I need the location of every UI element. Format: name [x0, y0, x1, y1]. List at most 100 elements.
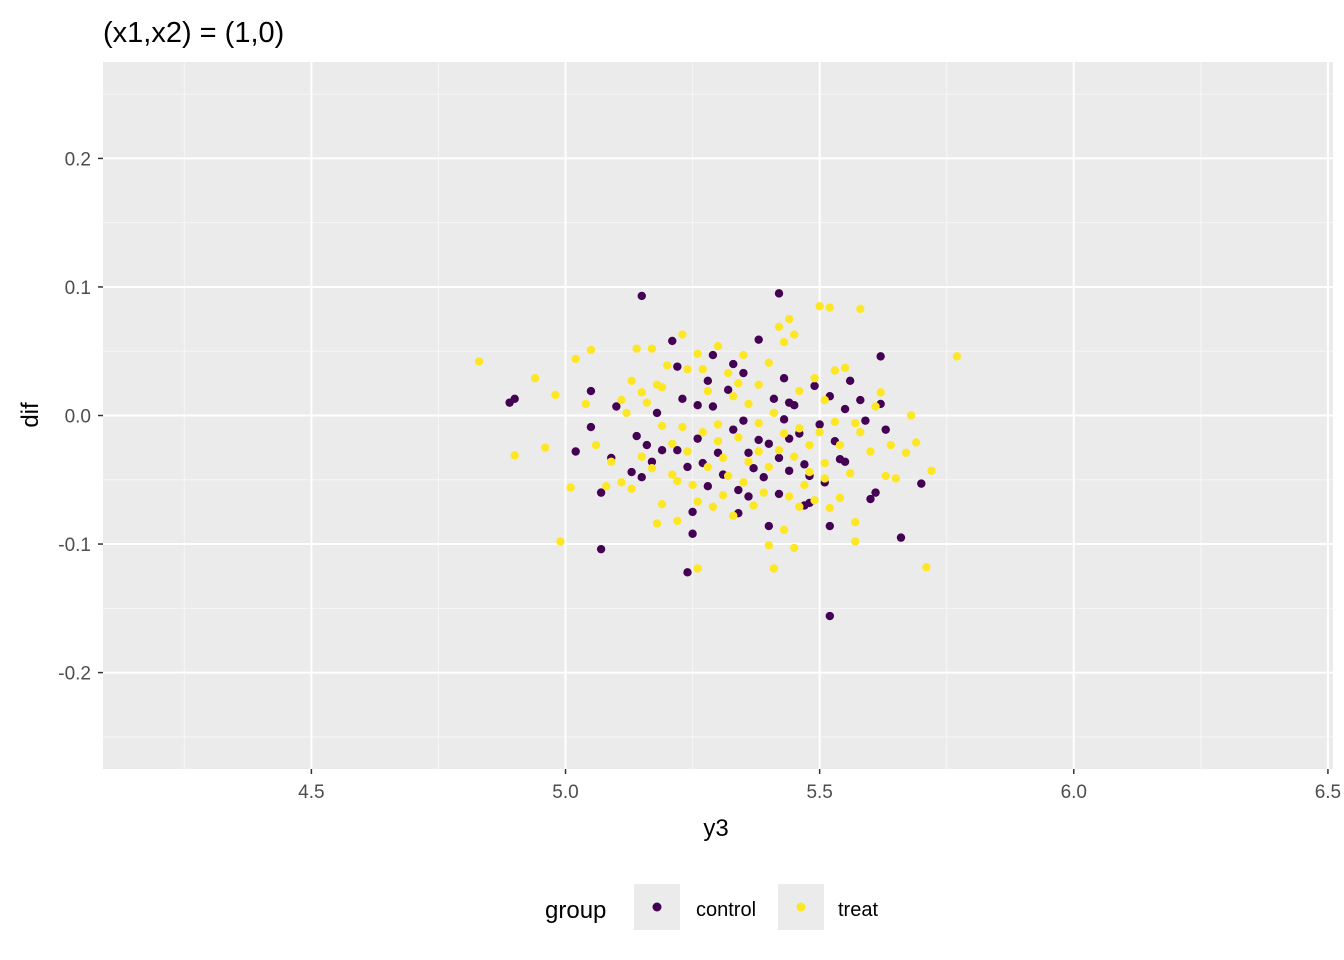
- data-point-control: [734, 485, 743, 495]
- legend-entry-treat: treat: [778, 884, 878, 930]
- data-point-treat: [627, 484, 636, 493]
- data-point-treat: [668, 470, 677, 479]
- data-point-treat: [754, 419, 763, 428]
- data-point-control: [596, 544, 606, 554]
- data-point-control: [774, 289, 784, 298]
- data-point-control: [693, 401, 702, 410]
- data-point-treat: [617, 395, 626, 405]
- data-point-treat: [815, 302, 824, 311]
- data-point-treat: [774, 322, 784, 332]
- data-point-treat: [881, 471, 890, 481]
- data-point-treat: [871, 402, 880, 411]
- data-point-control: [881, 425, 890, 434]
- data-point-control: [744, 492, 753, 501]
- x-tick-label: 4.5: [298, 782, 324, 803]
- data-point-treat: [815, 428, 824, 437]
- data-point-control: [800, 460, 809, 469]
- data-point-control: [586, 386, 596, 396]
- y-axis-title: dif: [17, 402, 44, 428]
- data-point-treat: [723, 368, 733, 378]
- data-point-treat: [891, 474, 901, 483]
- data-point-treat: [800, 480, 809, 490]
- data-point-control: [688, 529, 697, 538]
- data-point-treat: [795, 386, 804, 396]
- data-point-treat: [678, 330, 687, 339]
- data-point-control: [764, 439, 774, 448]
- data-point-treat: [698, 365, 707, 374]
- data-point-treat: [708, 502, 718, 511]
- data-point-treat: [734, 433, 743, 442]
- data-point-treat: [754, 380, 763, 389]
- data-point-treat: [774, 446, 784, 455]
- legend-title: group: [545, 897, 606, 924]
- data-point-treat: [769, 564, 779, 573]
- data-point-control: [596, 488, 606, 497]
- data-point-treat: [754, 447, 763, 456]
- data-point-control: [754, 335, 763, 344]
- legend-label-control: control: [696, 899, 756, 921]
- data-point-control: [708, 402, 718, 411]
- data-point-control: [917, 479, 926, 488]
- data-point-treat: [922, 562, 931, 572]
- data-point-treat: [779, 525, 789, 535]
- data-point-treat: [866, 447, 875, 456]
- data-point-treat: [693, 564, 702, 573]
- data-point-control: [845, 376, 855, 385]
- data-point-treat: [688, 480, 697, 490]
- data-point-control: [571, 447, 580, 456]
- data-point-control: [815, 420, 824, 429]
- data-point-treat: [764, 358, 774, 367]
- data-point-treat: [886, 440, 896, 450]
- data-point-control: [693, 434, 702, 443]
- data-point-control: [703, 376, 713, 385]
- data-point-treat: [607, 457, 616, 466]
- data-point-treat: [790, 330, 799, 339]
- data-point-treat: [693, 497, 702, 506]
- legend: group control treat: [545, 884, 878, 930]
- data-point-control: [774, 453, 784, 463]
- data-point-treat: [652, 519, 662, 528]
- data-point-treat: [901, 448, 911, 457]
- data-point-control: [627, 467, 636, 477]
- x-tick-label: 5.0: [552, 782, 578, 803]
- x-tick-label: 5.5: [806, 782, 832, 803]
- data-point-treat: [729, 392, 738, 401]
- data-point-treat: [551, 390, 560, 400]
- legend-label-treat: treat: [838, 899, 878, 921]
- data-point-treat: [698, 428, 707, 437]
- data-point-treat: [805, 467, 814, 477]
- y-tick-label: 0.0: [65, 407, 91, 428]
- data-point-treat: [906, 411, 916, 420]
- data-point-treat: [601, 482, 611, 491]
- data-point-treat: [591, 440, 601, 450]
- y-tick-label: 0.1: [65, 278, 91, 299]
- data-point-control: [749, 464, 758, 473]
- data-point-treat: [851, 517, 860, 527]
- data-point-treat: [851, 419, 860, 428]
- data-point-treat: [566, 483, 575, 492]
- y-axis: -0.2 -0.1 0.0 0.1 0.2: [58, 149, 103, 685]
- data-point-treat: [617, 478, 626, 487]
- data-point-control: [713, 448, 723, 457]
- data-point-treat: [632, 344, 641, 353]
- data-points: [474, 289, 962, 621]
- data-point-treat: [657, 383, 667, 392]
- data-point-treat: [790, 452, 799, 461]
- data-point-treat: [657, 421, 667, 430]
- data-point-treat: [795, 502, 804, 511]
- data-point-treat: [673, 476, 682, 486]
- data-point-treat: [876, 388, 885, 397]
- data-point-control: [825, 521, 835, 531]
- data-point-control: [840, 404, 850, 414]
- data-point-control: [673, 362, 682, 371]
- legend-swatch-control: [652, 902, 662, 912]
- data-point-treat: [581, 399, 591, 409]
- data-point-treat: [586, 345, 596, 355]
- data-point-control: [632, 431, 641, 441]
- data-point-treat: [820, 458, 829, 468]
- data-point-control: [708, 350, 718, 360]
- data-point-treat: [845, 469, 855, 478]
- data-point-treat: [642, 398, 652, 407]
- data-point-treat: [739, 478, 748, 487]
- data-point-treat: [627, 376, 636, 385]
